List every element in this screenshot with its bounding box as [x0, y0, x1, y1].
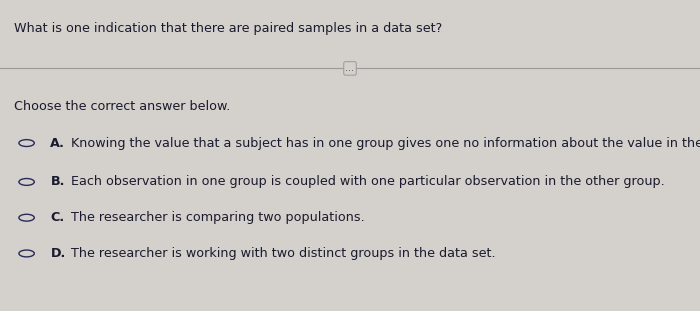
Text: Each observation in one group is coupled with one particular observation in the : Each observation in one group is coupled… — [71, 175, 665, 188]
Text: The researcher is working with two distinct groups in the data set.: The researcher is working with two disti… — [71, 247, 496, 260]
Text: What is one indication that there are paired samples in a data set?: What is one indication that there are pa… — [14, 22, 442, 35]
Text: A.: A. — [50, 137, 65, 150]
Text: The researcher is comparing two populations.: The researcher is comparing two populati… — [71, 211, 365, 224]
Text: C.: C. — [50, 211, 64, 224]
Text: B.: B. — [50, 175, 65, 188]
Text: ...: ... — [346, 63, 354, 73]
Text: D.: D. — [50, 247, 66, 260]
Text: Choose the correct answer below.: Choose the correct answer below. — [14, 100, 230, 113]
Text: Knowing the value that a subject has in one group gives one no information about: Knowing the value that a subject has in … — [71, 137, 700, 150]
